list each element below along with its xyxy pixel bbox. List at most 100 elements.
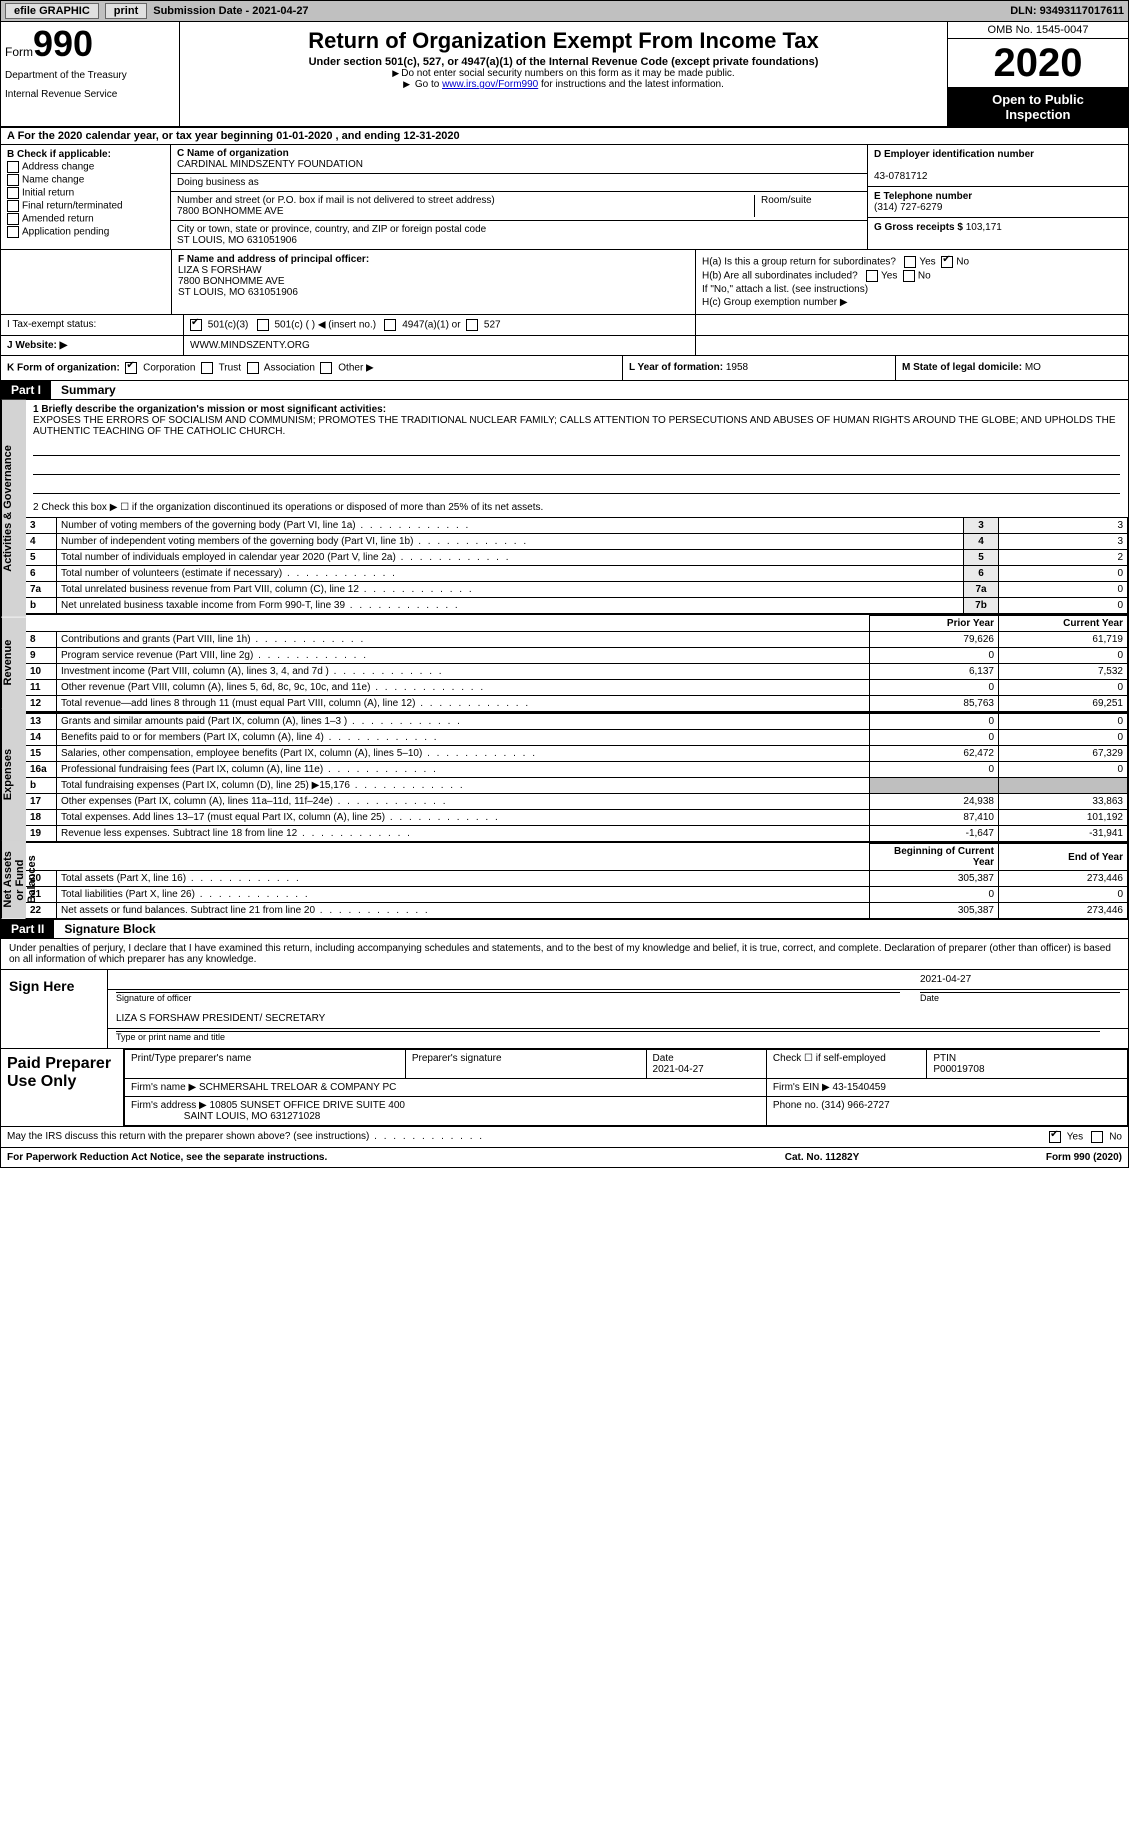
data-row: 13Grants and similar amounts paid (Part …: [26, 714, 1128, 730]
cb-app-pending[interactable]: Application pending: [7, 226, 164, 238]
net-table: Beginning of Current Year End of Year 20…: [25, 843, 1128, 919]
section-k: K Form of organization: Corporation Trus…: [1, 356, 623, 380]
h-b-yes: Yes: [881, 271, 897, 282]
ag-row: bNet unrelated business taxable income f…: [26, 598, 1128, 614]
street-label: Number and street (or P.O. box if mail i…: [177, 195, 495, 206]
firm-phone-value: (314) 966-2727: [821, 1100, 889, 1111]
name-title-label: Type or print name and title: [116, 1031, 1100, 1042]
submission-label-text: Submission Date -: [153, 5, 252, 17]
row-prior: 0: [870, 714, 999, 730]
irs-no-cb[interactable]: [1091, 1131, 1103, 1143]
row-prior: 24,938: [870, 794, 999, 810]
section-b-title: B Check if applicable:: [7, 149, 111, 160]
prep-date-label: Date: [653, 1053, 674, 1064]
firm-addr: Firm's address ▶ 10805 SUNSET OFFICE DRI…: [125, 1097, 767, 1126]
form-number-box: Form990 Department of the Treasury Inter…: [1, 22, 180, 126]
h-a-yes-cb[interactable]: [904, 256, 916, 268]
row-label: Total number of individuals employed in …: [57, 550, 964, 566]
side-revenue: Revenue: [1, 617, 26, 708]
sign-body: 2021-04-27 Signature of officer Date LIZ…: [108, 970, 1128, 1048]
section-c: C Name of organization CARDINAL MINDSZEN…: [171, 145, 868, 250]
data-row: 19Revenue less expenses. Subtract line 1…: [26, 826, 1128, 842]
row-num: 14: [26, 730, 57, 746]
prep-sig-label: Preparer's signature: [405, 1050, 646, 1079]
row-label: Total assets (Part X, line 16): [57, 871, 870, 887]
row-prior: 6,137: [870, 664, 999, 680]
firm-phone-label: Phone no.: [773, 1100, 821, 1111]
row-num: 19: [26, 826, 57, 842]
ptin-value: P00019708: [933, 1064, 984, 1075]
cb-other[interactable]: [320, 362, 332, 374]
cb-assoc[interactable]: [247, 362, 259, 374]
city-row: City or town, state or province, country…: [171, 221, 867, 249]
j-label: J Website: ▶: [1, 336, 184, 355]
phone-row: E Telephone number (314) 727-6279: [868, 187, 1128, 218]
part2-header: Part II Signature Block: [0, 920, 1129, 939]
part1-header: Part I Summary: [0, 381, 1129, 400]
form-subtitle: Under section 501(c), 527, or 4947(a)(1)…: [188, 56, 939, 68]
cb-address-change[interactable]: Address change: [7, 161, 164, 173]
cb-trust[interactable]: [201, 362, 213, 374]
ag-row: 6Total number of volunteers (estimate if…: [26, 566, 1128, 582]
city-label: City or town, state or province, country…: [177, 224, 486, 235]
cb-4947[interactable]: [384, 319, 396, 331]
cb-501c3[interactable]: [190, 319, 202, 331]
row-val: 3: [999, 518, 1128, 534]
cb-527[interactable]: [466, 319, 478, 331]
cb-amended-return[interactable]: Amended return: [7, 213, 164, 225]
ein-row: D Employer identification number 43-0781…: [868, 145, 1128, 187]
row-num: 6: [26, 566, 57, 582]
officer-addr1: 7800 BONHOMME AVE: [178, 276, 285, 287]
cb-initial-return[interactable]: Initial return: [7, 187, 164, 199]
cb-name-change[interactable]: Name change: [7, 174, 164, 186]
data-row: 10Investment income (Part VIII, column (…: [26, 664, 1128, 680]
submission-date-value: 2021-04-27: [252, 5, 308, 17]
form990-link[interactable]: www.irs.gov/Form990: [442, 79, 538, 90]
net-hdr: Beginning of Current Year End of Year: [26, 844, 1128, 871]
row-num: 7a: [26, 582, 57, 598]
hdr-prior: Prior Year: [870, 616, 999, 632]
form-note-ssn: Do not enter social security numbers on …: [188, 68, 939, 79]
k-label: K Form of organization:: [7, 363, 120, 374]
preparer-table: Print/Type preparer's name Preparer's si…: [124, 1049, 1128, 1126]
row-val: 2: [999, 550, 1128, 566]
ag-row: 5Total number of individuals employed in…: [26, 550, 1128, 566]
q1-uline2: [33, 460, 1120, 475]
data-row: 16aProfessional fundraising fees (Part I…: [26, 762, 1128, 778]
row-label: Total liabilities (Part X, line 26): [57, 887, 870, 903]
row-prior: 79,626: [870, 632, 999, 648]
h-b-yes-cb[interactable]: [866, 270, 878, 282]
ein-value: 43-0781712: [874, 171, 927, 182]
efile-button[interactable]: efile GRAPHIC: [5, 3, 99, 19]
rev-section: Prior Year Current Year 8Contributions a…: [25, 615, 1128, 713]
h-b-no-cb[interactable]: [903, 270, 915, 282]
h-b: H(b) Are all subordinates included? Yes …: [702, 270, 1122, 282]
row-prior: 0: [870, 762, 999, 778]
section-deg: D Employer identification number 43-0781…: [868, 145, 1128, 250]
sig-date: 2021-04-27: [920, 974, 1120, 985]
row-curr: 69,251: [999, 696, 1128, 712]
cb-final-return[interactable]: Final return/terminated: [7, 200, 164, 212]
row-curr: 7,532: [999, 664, 1128, 680]
cb-501c[interactable]: [257, 319, 269, 331]
cb-corp[interactable]: [125, 362, 137, 374]
section-b: B Check if applicable: Address change Na…: [1, 145, 171, 250]
irs-q: May the IRS discuss this return with the…: [7, 1131, 1049, 1143]
part2-tag: Part II: [1, 920, 54, 938]
row-curr: 61,719: [999, 632, 1128, 648]
period-label2: , and ending: [336, 130, 404, 142]
prep-row1: Print/Type preparer's name Preparer's si…: [125, 1050, 1128, 1079]
row-prior: 305,387: [870, 871, 999, 887]
row-prior: 85,763: [870, 696, 999, 712]
h-a-no-cb[interactable]: [941, 256, 953, 268]
row-num: 10: [26, 664, 57, 680]
row-prior: 0: [870, 648, 999, 664]
sig-officer-label: Signature of officer: [116, 992, 900, 1003]
h-a-yes: Yes: [919, 257, 935, 268]
cb-label-amended: Amended return: [22, 214, 94, 225]
section-m: M State of legal domicile: MO: [896, 356, 1128, 380]
preparer-title: Paid Preparer Use Only: [1, 1049, 124, 1126]
print-button[interactable]: print: [105, 3, 147, 19]
irs-yes-cb[interactable]: [1049, 1131, 1061, 1143]
k-other: Other ▶: [338, 363, 373, 374]
